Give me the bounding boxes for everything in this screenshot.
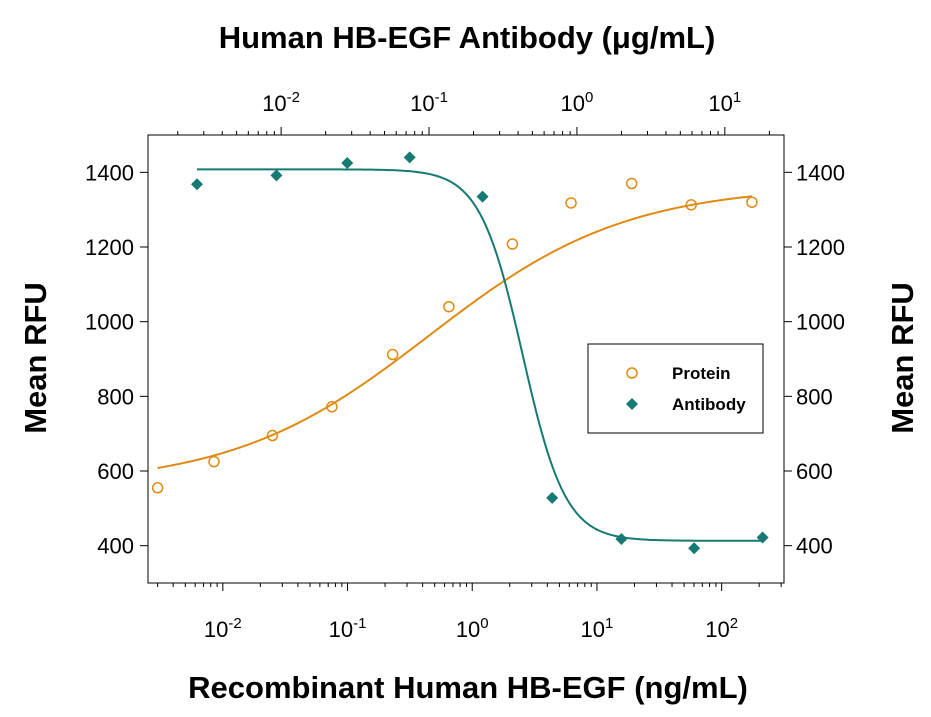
axis-ticks: 10-2 10-1 100 101 102 10-2 10-1 100 101 400 600 800… <box>85 89 845 642</box>
protein-data-point <box>506 238 519 250</box>
antibody-data-point <box>546 491 559 504</box>
y-axis-right-tick-label: 800 <box>796 384 833 409</box>
protein-data-point <box>386 348 399 361</box>
x-axis-tick-label: 10-1 <box>329 615 367 642</box>
y-axis-right-tick-label: 600 <box>796 459 833 484</box>
antibody-data-point <box>476 190 489 203</box>
bottom-axis-title: Recombinant Human HB-EGF (ng/mL) <box>188 670 748 705</box>
x2-axis-tick-label: 101 <box>708 89 741 116</box>
x2-axis-tick-label: 10-2 <box>262 89 300 116</box>
protein-data-point <box>151 482 164 494</box>
y-axis-left-tick-label: 1400 <box>85 160 134 185</box>
left-axis-title: Mean RFU <box>18 282 53 434</box>
protein-data-point <box>746 196 758 208</box>
protein-data-point <box>565 197 577 209</box>
fit-curves <box>157 168 763 542</box>
y-axis-left-tick-label: 1200 <box>85 235 134 260</box>
y-axis-right-tick-label: 1000 <box>796 310 845 335</box>
right-axis-title: Mean RFU <box>885 282 920 434</box>
antibody-fit-curve <box>197 168 763 542</box>
y-axis-left-tick-label: 800 <box>97 384 134 409</box>
antibody-data-point <box>403 151 416 164</box>
antibody-data-point <box>270 169 283 182</box>
protein-data-point <box>625 177 638 190</box>
y-axis-right-tick-label: 400 <box>796 534 833 559</box>
legend-antibody-marker <box>626 398 638 410</box>
x-axis-tick-label: 100 <box>456 615 489 642</box>
antibody-data-point <box>615 532 628 545</box>
antibody-data-point <box>756 531 769 544</box>
protein-data-point <box>685 199 697 211</box>
x-axis-tick-label: 10-2 <box>204 615 242 642</box>
top-axis-title: Human HB-EGF Antibody (μg/mL) <box>219 20 716 55</box>
y-axis-left-tick-label: 400 <box>97 534 134 559</box>
y-axis-left-tick-label: 1000 <box>85 310 134 335</box>
protein-fit-curve <box>157 195 753 469</box>
data-points <box>151 151 769 555</box>
antibody-data-point <box>341 157 354 169</box>
legend-protein-label: Protein <box>672 364 731 383</box>
legend-protein-marker <box>626 367 638 379</box>
x2-axis-tick-label: 100 <box>561 89 594 116</box>
protein-data-point <box>326 401 338 413</box>
x-axis-tick-label: 102 <box>705 615 738 642</box>
y-axis-right-tick-label: 1200 <box>796 235 845 260</box>
plot-frame <box>147 134 785 584</box>
legend-antibody-label: Antibody <box>672 395 746 414</box>
legend: Protein Antibody <box>587 343 764 434</box>
protein-data-point <box>208 455 220 468</box>
legend-box <box>587 343 764 434</box>
antibody-data-point <box>688 542 701 555</box>
y-axis-right-tick-label: 1400 <box>796 160 845 185</box>
protein-data-point <box>266 429 279 442</box>
y-axis-left-tick-label: 600 <box>97 459 134 484</box>
x-axis-tick-label: 101 <box>581 615 614 642</box>
antibody-data-point <box>191 178 204 191</box>
protein-data-point <box>443 300 455 313</box>
x2-axis-tick-label: 10-1 <box>410 89 448 116</box>
